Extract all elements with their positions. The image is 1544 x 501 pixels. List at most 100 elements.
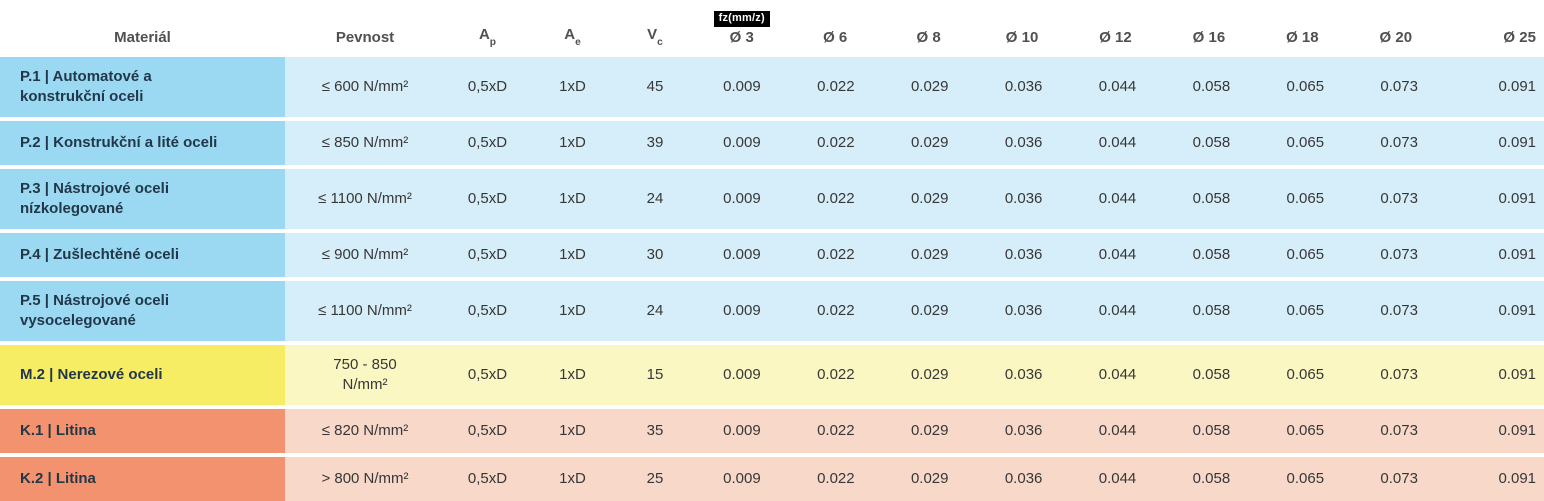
col-header-diameter-label: Ø 12 (1099, 28, 1132, 46)
fz-value-cell: 0.029 (882, 408, 977, 453)
fz-value-cell: 0.073 (1352, 280, 1447, 341)
fz-value-cell: 0.009 (695, 168, 789, 229)
table-row: P.3 | Nástrojové oceli nízkolegované ≤ 11… (0, 168, 1544, 229)
ap-cell: 0,5xD (445, 408, 530, 453)
fz-value-cell: 0.022 (788, 408, 883, 453)
material-cell: K.1 | Litina (0, 408, 285, 453)
fz-value-cell: 0.029 (882, 57, 977, 117)
fz-value-cell: 0.029 (882, 168, 977, 229)
fz-value-cell: 0.022 (788, 120, 883, 165)
fz-value-cell: 0.073 (1352, 232, 1447, 277)
fz-value-cell: 0.044 (1070, 57, 1165, 117)
ae-cell: 1xD (530, 120, 615, 165)
fz-value-cell: 0.091 (1446, 57, 1544, 117)
pevnost-cell: 750 - 850 N/mm² (285, 344, 445, 405)
fz-value-cell: 0.058 (1164, 57, 1259, 117)
fz-value-cell: 0.091 (1446, 456, 1544, 501)
fz-value-cell: 0.065 (1258, 168, 1353, 229)
fz-value-cell: 0.044 (1070, 408, 1165, 453)
fz-value-cell: 0.091 (1446, 344, 1544, 405)
fz-value-cell: 0.036 (976, 280, 1071, 341)
material-cell: P.5 | Nástrojové oceli vysocelegované (0, 280, 285, 341)
fz-value-cell: 0.009 (695, 280, 789, 341)
fz-value-cell: 0.044 (1070, 120, 1165, 165)
col-header-diameter-label: Ø 3 (729, 28, 754, 46)
material-cell: K.2 | Litina (0, 456, 285, 501)
fz-value-cell: 0.044 (1070, 344, 1165, 405)
ae-cell: 1xD (530, 168, 615, 229)
fz-value-cell: 0.022 (788, 57, 883, 117)
fz-value-cell: 0.044 (1070, 232, 1165, 277)
fz-value-cell: 0.009 (695, 57, 789, 117)
col-header-diameter: Ø 6 (788, 0, 881, 57)
ae-cell: 1xD (530, 232, 615, 277)
ap-cell: 0,5xD (445, 57, 530, 117)
table-row: P.4 | Zušlechtěné oceli ≤ 900 N/mm² 0,5xD 1… (0, 232, 1544, 277)
fz-value-cell: 0.065 (1258, 57, 1353, 117)
fz-value-cell: 0.022 (788, 168, 883, 229)
table-header-row: Materiál Pevnost Ap Ae Vc fz(mm/z) Ø 3 Ø 6… (0, 0, 1544, 57)
ae-cell: 1xD (530, 57, 615, 117)
fz-value-cell: 0.065 (1258, 408, 1353, 453)
fz-value-cell: 0.029 (882, 456, 977, 501)
fz-value-cell: 0.058 (1164, 120, 1259, 165)
pevnost-cell: > 800 N/mm² (285, 456, 445, 501)
pevnost-cell: ≤ 850 N/mm² (285, 120, 445, 165)
ap-cell: 0,5xD (445, 344, 530, 405)
col-header-pevnost: Pevnost (285, 0, 445, 57)
fz-value-cell: 0.058 (1164, 456, 1259, 501)
col-header-material-label: Materiál (114, 28, 171, 46)
ae-cell: 1xD (530, 408, 615, 453)
fz-value-cell: 0.065 (1258, 280, 1353, 341)
table-body: P.1 | Automatové a konstrukční oceli ≤ 60… (0, 57, 1544, 501)
col-header-diameter: Ø 25 (1443, 0, 1544, 57)
table-row: K.2 | Litina > 800 N/mm² 0,5xD 1xD 25 0.009 0.… (0, 456, 1544, 501)
fz-value-cell: 0.029 (882, 232, 977, 277)
fz-value-cell: 0.091 (1446, 120, 1544, 165)
col-header-diameter-label: Ø 8 (916, 28, 941, 46)
table-row: M.2 | Nerezové oceli 750 - 850 N/mm² 0,5xD… (0, 344, 1544, 405)
ap-cell: 0,5xD (445, 456, 530, 501)
fz-value-cell: 0.073 (1352, 120, 1447, 165)
fz-value-cell: 0.022 (788, 456, 883, 501)
table-row: K.1 | Litina ≤ 820 N/mm² 0,5xD 1xD 35 0.009 0.… (0, 408, 1544, 453)
fz-value-cell: 0.091 (1446, 232, 1544, 277)
col-header-vc: Vc (647, 25, 663, 48)
pevnost-cell: ≤ 1100 N/mm² (285, 168, 445, 229)
fz-value-cell: 0.044 (1070, 168, 1165, 229)
fz-value-cell: 0.065 (1258, 344, 1353, 405)
col-header-diameter-label: Ø 16 (1192, 28, 1226, 46)
ae-cell: 1xD (530, 456, 615, 501)
col-header-diameter: Ø 10 (975, 0, 1068, 57)
pevnost-cell: ≤ 820 N/mm² (285, 408, 445, 453)
vc-cell: 39 (615, 120, 695, 165)
col-header-material: Materiál (0, 0, 285, 57)
material-cell: P.3 | Nástrojové oceli nízkolegované (0, 168, 285, 229)
fz-value-cell: 0.058 (1164, 232, 1259, 277)
fz-value-cell: 0.065 (1258, 120, 1353, 165)
fz-value-cell: 0.073 (1352, 456, 1447, 501)
col-header-diameter-label: Ø 18 (1286, 28, 1319, 46)
fz-value-cell: 0.073 (1352, 168, 1447, 229)
table-row: P.1 | Automatové a konstrukční oceli ≤ 60… (0, 57, 1544, 117)
fz-value-cell: 0.073 (1352, 344, 1447, 405)
fz-value-cell: 0.073 (1352, 408, 1447, 453)
vc-cell: 15 (615, 344, 695, 405)
col-header-diameter: fz(mm/z) Ø 3 (695, 0, 788, 57)
fz-value-cell: 0.022 (788, 344, 883, 405)
pevnost-cell: ≤ 1100 N/mm² (285, 280, 445, 341)
ae-cell: 1xD (530, 280, 615, 341)
col-header-pevnost-label: Pevnost (335, 28, 395, 46)
fz-value-cell: 0.058 (1164, 280, 1259, 341)
ae-cell: 1xD (530, 344, 615, 405)
col-header-diameter-label: Ø 20 (1379, 28, 1413, 46)
fz-value-cell: 0.036 (976, 344, 1071, 405)
vc-cell: 24 (615, 168, 695, 229)
fz-value-cell: 0.029 (882, 120, 977, 165)
fz-value-cell: 0.009 (695, 456, 789, 501)
vc-cell: 30 (615, 232, 695, 277)
ap-cell: 0,5xD (445, 120, 530, 165)
ap-cell: 0,5xD (445, 168, 530, 229)
vc-cell: 25 (615, 456, 695, 501)
fz-value-cell: 0.065 (1258, 456, 1353, 501)
